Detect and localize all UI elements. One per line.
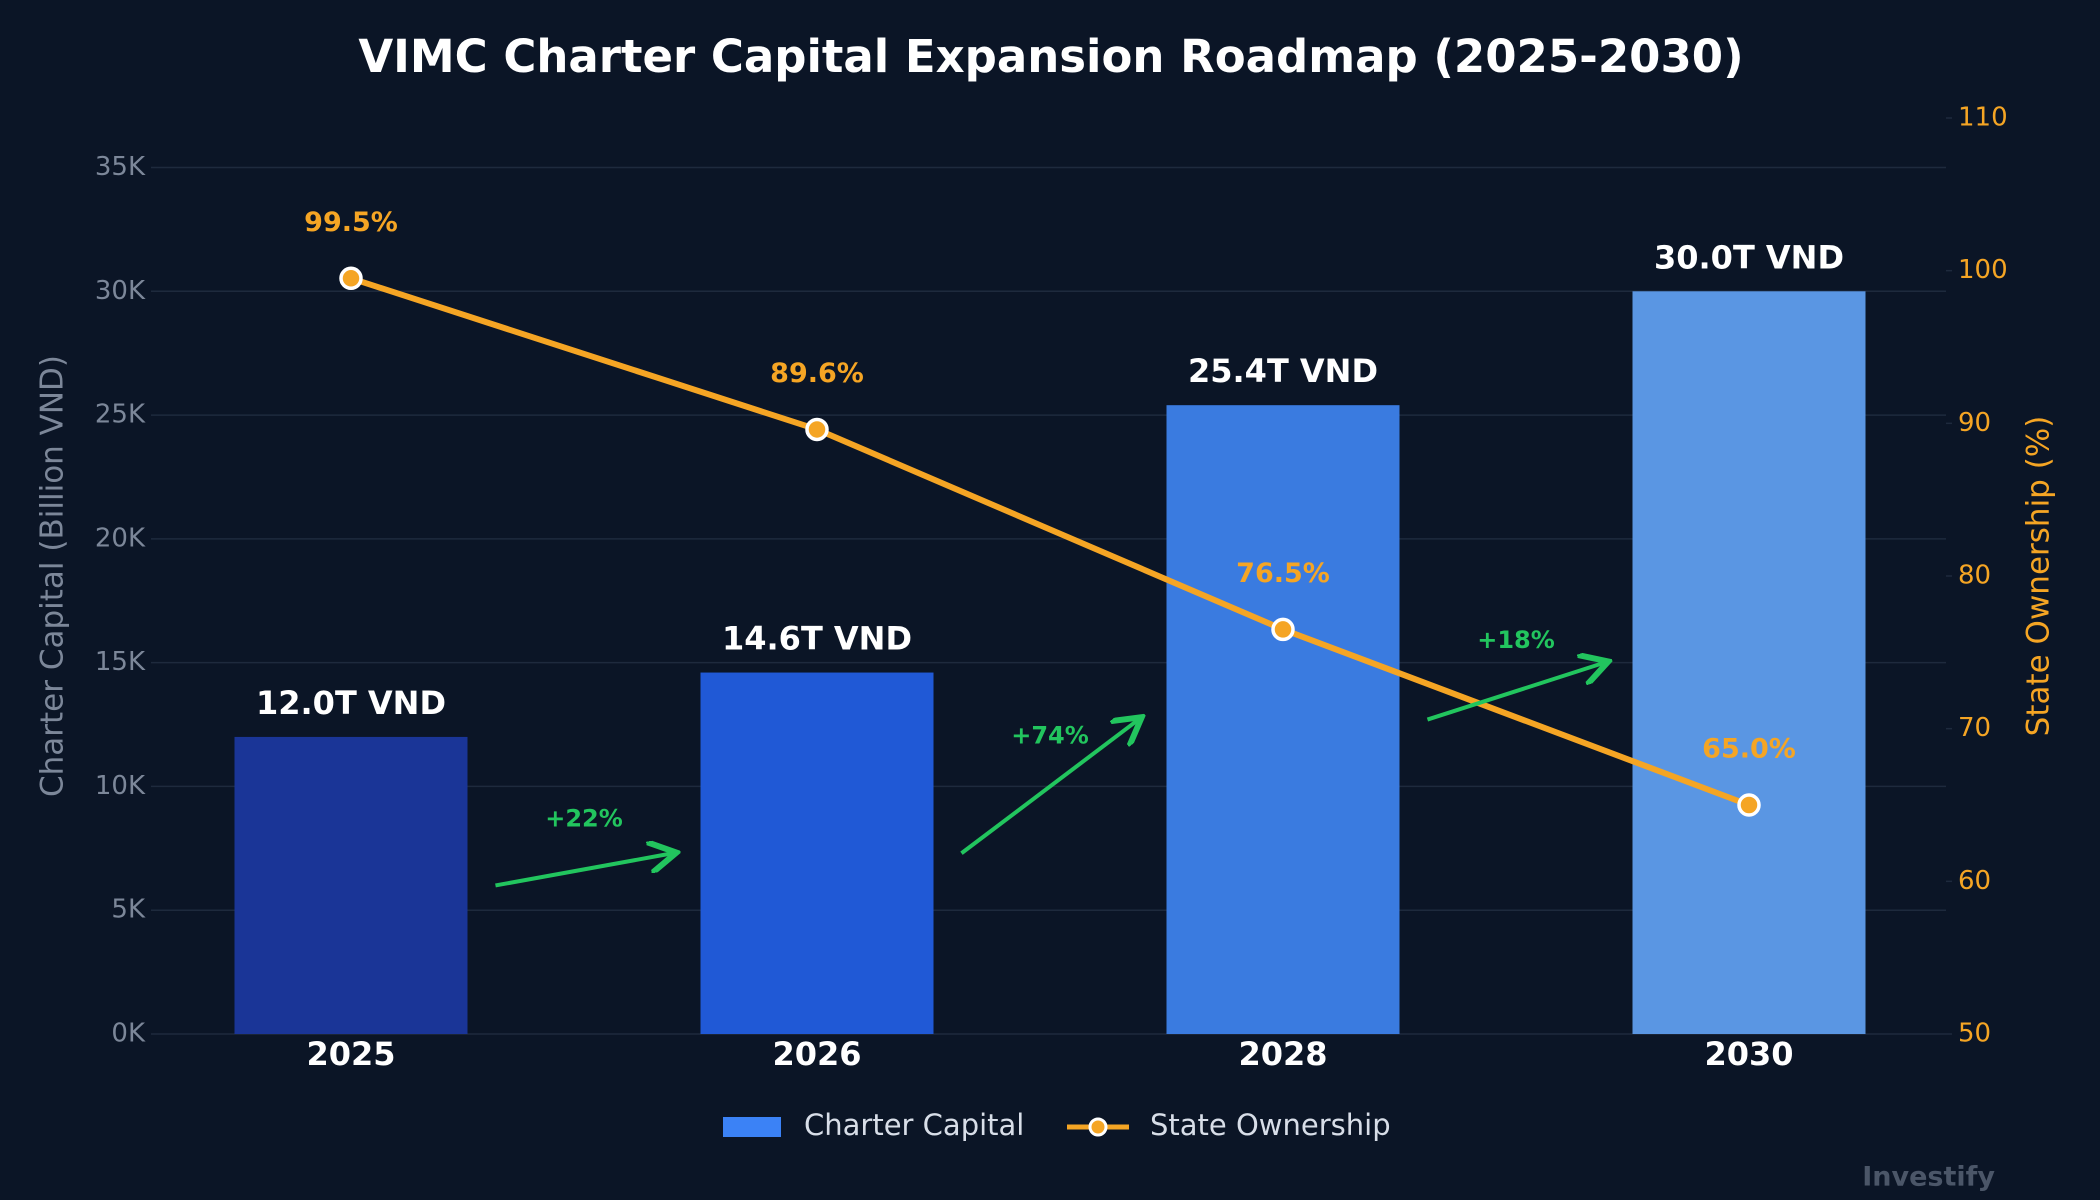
line-value-label: 76.5% [1236,558,1330,589]
watermark: Investify [1862,1162,1995,1193]
y2-tick-label: 70 [1958,713,1991,743]
y2-tick-label: 110 [1958,103,2008,133]
legend-label: State Ownership [1150,1108,1391,1142]
bar [700,672,934,1034]
line-value-label: 99.5% [304,207,398,238]
y-tick-label: 20K [95,523,146,553]
growth-label: +74% [1011,721,1089,749]
growth-label: +22% [545,804,623,832]
growth-arrow [1426,663,1604,722]
growth-label: +18% [1477,626,1555,654]
legend-swatch-marker [1088,1117,1108,1137]
x-tick-label: 2028 [1238,1035,1327,1073]
y-tick-label: 5K [111,895,146,925]
line-marker [1737,793,1761,817]
bar [234,736,468,1034]
y2-tick-label: 100 [1958,255,2008,285]
bar [1632,291,1866,1034]
legend-swatch [723,1117,781,1137]
x-tick-label: 2025 [306,1035,395,1073]
x-tick-label: 2030 [1704,1035,1793,1073]
y-axis-title: Charter Capital (Billion VND) [35,355,71,797]
bar-value-label: 14.6T VND [722,620,912,658]
line-marker [805,417,829,442]
y-tick-label: 25K [95,400,146,430]
y-tick-label: 0K [111,1019,146,1049]
bar-value-label: 25.4T VND [1188,352,1378,390]
line-value-label: 65.0% [1702,734,1796,765]
y2-axis-title: State Ownership (%) [2021,416,2057,737]
chart-title: VIMC Charter Capital Expansion Roadmap (… [358,30,1743,83]
x-tick-label: 2026 [772,1035,861,1073]
growth-arrow [960,720,1138,855]
y-tick-label: 35K [95,152,146,182]
y2-tick-label: 80 [1958,561,1991,591]
line [350,275,1751,808]
growth-arrow [495,853,672,888]
bar-value-label: 12.0T VND [256,684,446,722]
y-tick-label: 10K [95,771,146,801]
bar-value-label: 30.0T VND [1654,238,1844,276]
y-tick-label: 30K [95,276,146,306]
bar [1166,405,1400,1035]
y2-tick-label: 90 [1958,408,1991,438]
line-marker [1271,617,1295,642]
y2-tick-label: 60 [1958,866,1991,896]
line-value-label: 89.6% [770,358,864,389]
line-marker [339,266,363,291]
legend-label: Charter Capital [804,1108,1024,1142]
y2-tick-label: 50 [1958,1019,1991,1049]
y-tick-label: 15K [95,647,146,677]
